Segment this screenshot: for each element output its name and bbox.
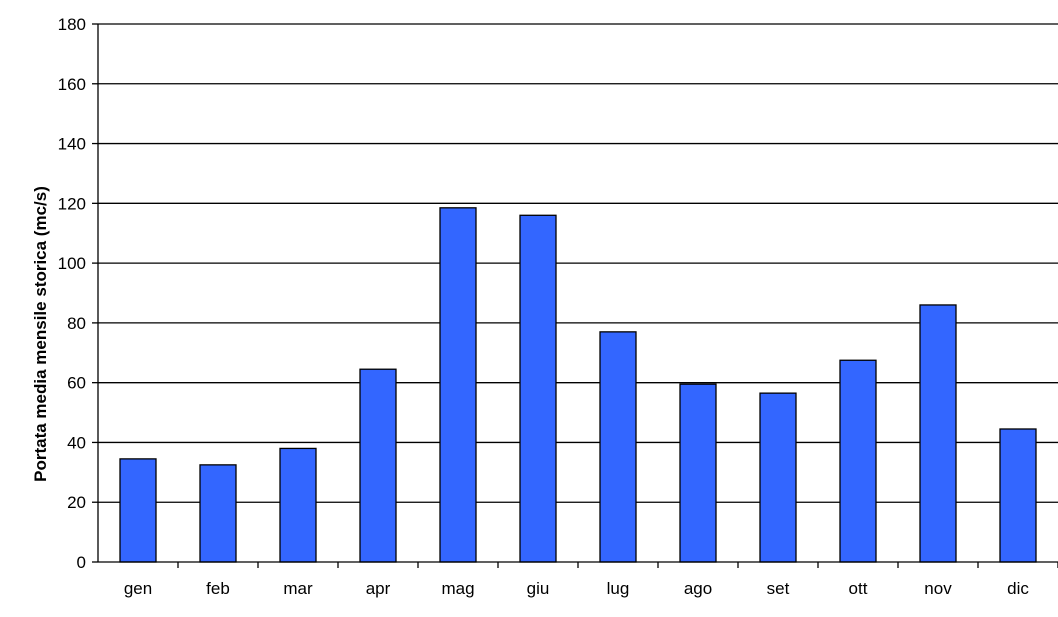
x-tick-label: mag (441, 579, 474, 598)
tick-labels: 0 20 40 60 80 100 120 140 160 180 gen feb mar apr mag g… (58, 15, 1030, 598)
x-tick-label: feb (206, 579, 230, 598)
y-tick-label: 180 (58, 15, 86, 34)
y-tick-label: 40 (67, 433, 86, 452)
x-tick-label: gen (124, 579, 152, 598)
bar-mar (279, 447, 317, 563)
bar-gen (119, 458, 157, 563)
x-tick-label: giu (527, 579, 550, 598)
y-tick-label: 120 (58, 194, 86, 213)
x-tick-label: dic (1007, 579, 1029, 598)
bar-dic (999, 428, 1037, 563)
x-tick-label: nov (924, 579, 952, 598)
bar-ott (839, 359, 877, 563)
bar-feb (199, 464, 237, 563)
bar-giu (519, 214, 557, 563)
y-tick-label: 60 (67, 374, 86, 393)
bar-set (759, 392, 797, 563)
x-tick-label: ott (849, 579, 868, 598)
y-tick-label: 140 (58, 135, 86, 154)
x-tick-label: mar (283, 579, 313, 598)
x-tick-label: ago (684, 579, 712, 598)
bar-lug (599, 331, 637, 563)
y-tick-label: 160 (58, 75, 86, 94)
x-tick-label: lug (607, 579, 630, 598)
x-tick-label: set (767, 579, 790, 598)
y-tick-label: 80 (67, 314, 86, 333)
y-axis-title: Portata media mensile storica (mc/s) (31, 186, 50, 482)
gridlines (98, 23, 1058, 503)
bars (119, 207, 1037, 563)
bar-ago (679, 383, 717, 563)
x-tick-label: apr (366, 579, 391, 598)
bar-nov (919, 304, 957, 563)
bar-apr (359, 368, 397, 563)
y-tick-label: 100 (58, 254, 86, 273)
axes (92, 23, 1058, 568)
y-tick-label: 0 (77, 553, 86, 572)
bar-mag (439, 207, 477, 563)
y-tick-label: 20 (67, 493, 86, 512)
